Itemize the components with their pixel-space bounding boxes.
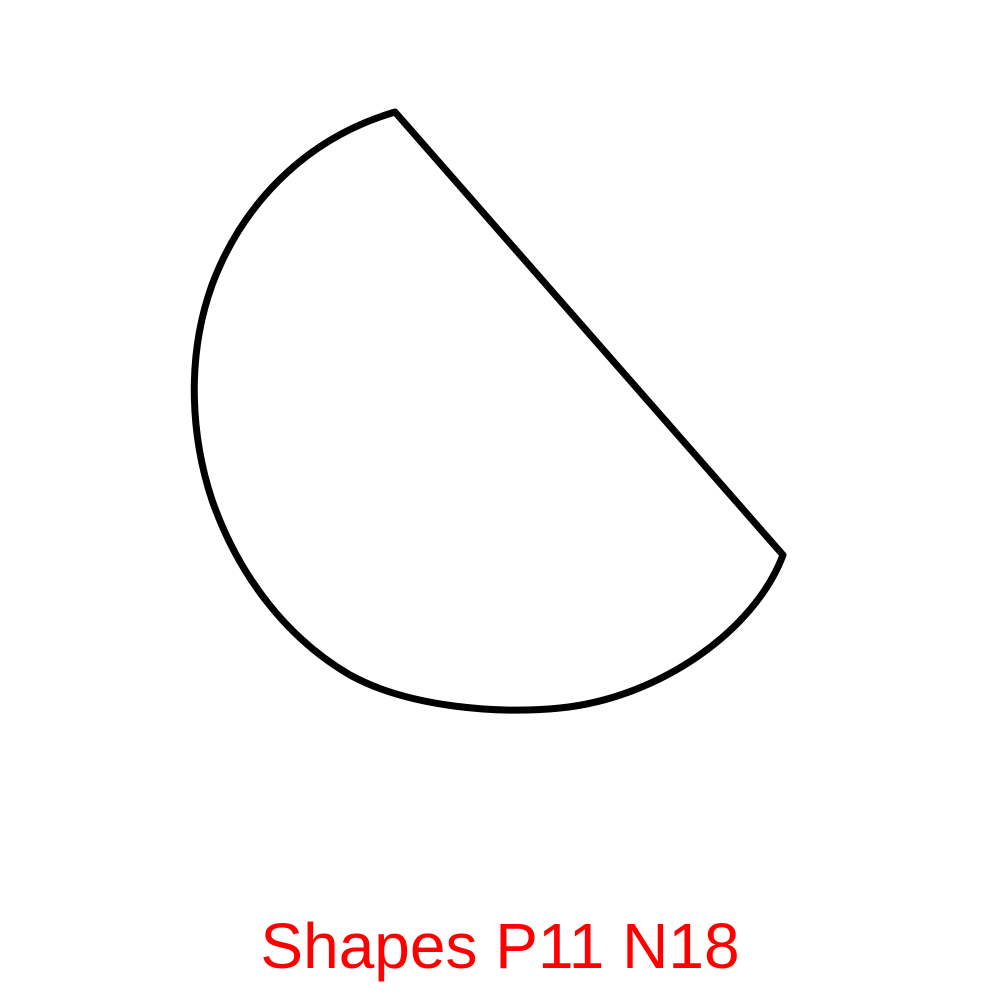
circular-segment-shape [190,108,787,714]
figure-caption: Shapes P11 N18 [260,910,740,982]
